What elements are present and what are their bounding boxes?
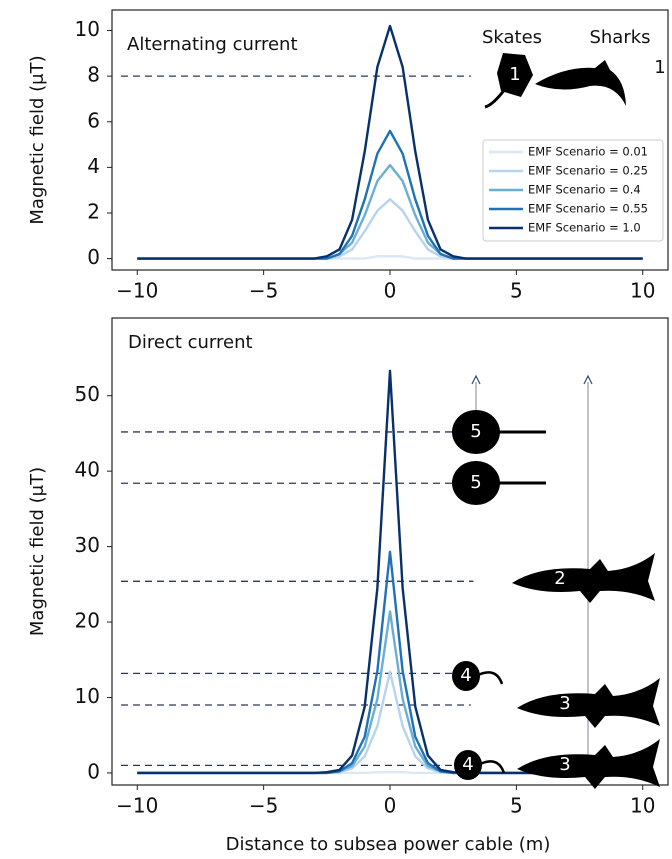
y-tick-label: 20 xyxy=(75,609,100,633)
species-label: 4 xyxy=(462,754,473,775)
silhouette xyxy=(452,661,504,691)
annotation: Skates xyxy=(482,27,542,48)
y-axis-label: Magnetic field (μT) xyxy=(27,467,48,636)
skate-body xyxy=(497,53,533,97)
legend-label: EMF Scenario = 1.0 xyxy=(528,221,641,235)
species-label: 4 xyxy=(460,665,471,686)
shark-body xyxy=(535,60,626,106)
skate-tail xyxy=(484,88,507,109)
annotation: Sharks xyxy=(589,27,650,48)
small-tail xyxy=(477,760,506,774)
x-tick-label: −5 xyxy=(249,794,278,818)
silhouette xyxy=(512,553,655,603)
silhouette xyxy=(454,750,506,780)
species-label: 5 xyxy=(470,472,481,493)
x-tick-label: −5 xyxy=(249,279,278,303)
annotation: Direct current xyxy=(128,332,253,353)
small-tail xyxy=(475,671,504,685)
y-tick-label: 40 xyxy=(75,458,100,482)
small-skate xyxy=(452,661,480,691)
legend-label: EMF Scenario = 0.55 xyxy=(528,202,648,216)
shark-body xyxy=(517,739,660,789)
shark-body xyxy=(512,553,655,603)
y-tick-label: 6 xyxy=(87,108,100,132)
annotation: Alternating current xyxy=(127,34,298,55)
x-tick-label: 10 xyxy=(630,279,655,303)
series-line xyxy=(137,24,643,260)
legend-label: EMF Scenario = 0.4 xyxy=(528,183,641,197)
silhouette xyxy=(452,461,546,505)
y-tick-label: 10 xyxy=(75,17,100,41)
y-tick-label: 0 xyxy=(87,245,100,269)
x-tick-label: 5 xyxy=(510,279,523,303)
silhouette xyxy=(517,739,660,789)
y-tick-label: 0 xyxy=(87,759,100,783)
silhouette xyxy=(535,60,626,106)
y-axis-label: Magnetic field (μT) xyxy=(27,55,48,224)
silhouette xyxy=(484,53,533,109)
y-tick-label: 50 xyxy=(75,382,100,406)
arrow-head xyxy=(471,374,481,385)
series-line xyxy=(137,129,643,260)
ray-body xyxy=(452,461,500,505)
silhouette xyxy=(452,410,546,454)
x-tick-label: −10 xyxy=(116,279,158,303)
series-line xyxy=(137,369,643,775)
legend-label: EMF Scenario = 0.01 xyxy=(528,145,648,159)
y-tick-label: 4 xyxy=(87,154,100,178)
y-tick-label: 2 xyxy=(87,199,100,223)
y-tick-label: 8 xyxy=(87,63,100,87)
species-label: 3 xyxy=(559,754,570,775)
legend-box xyxy=(482,139,664,242)
species-label: 3 xyxy=(559,693,570,714)
silhouette xyxy=(517,678,660,728)
species-label: 1 xyxy=(654,57,665,78)
shark-body xyxy=(517,678,660,728)
ray-body xyxy=(452,410,500,454)
x-tick-label: 0 xyxy=(384,279,397,303)
x-axis-label: Distance to subsea power cable (m) xyxy=(226,834,551,855)
arrow-head xyxy=(583,374,593,385)
x-tick-label: 5 xyxy=(510,794,523,818)
x-tick-label: −10 xyxy=(116,794,158,818)
y-tick-label: 10 xyxy=(75,684,100,708)
x-tick-label: 0 xyxy=(384,794,397,818)
y-tick-label: 30 xyxy=(75,533,100,557)
species-label: 1 xyxy=(509,64,520,85)
species-label: 5 xyxy=(470,421,481,442)
legend-label: EMF Scenario = 0.25 xyxy=(528,164,648,178)
x-tick-label: 10 xyxy=(630,794,655,818)
small-skate xyxy=(454,750,482,780)
species-label: 2 xyxy=(554,568,565,589)
